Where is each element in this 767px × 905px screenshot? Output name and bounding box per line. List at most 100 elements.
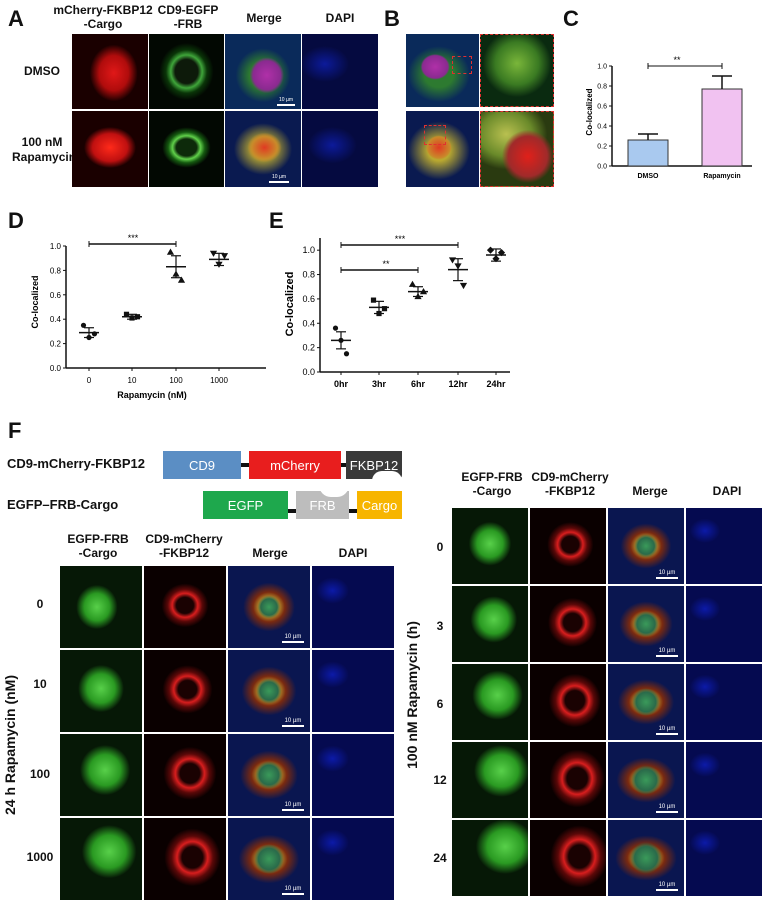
data-point [86, 334, 92, 341]
data-point [177, 276, 186, 283]
micrograph-merge-rapamycin-b [406, 111, 479, 187]
micrograph-mcherry [530, 742, 606, 818]
micrograph-egfp [452, 820, 528, 896]
bar [627, 139, 669, 167]
x-tick-label: 100 [169, 376, 183, 385]
y-tick-label: 0.6 [597, 104, 607, 111]
data-point [338, 337, 344, 343]
y-tick-label: 0.0 [50, 364, 62, 373]
scale-bar: 10 µm [656, 804, 678, 813]
right-axis-label: 100 nM Rapamycin (h) [404, 621, 420, 769]
row-label: 24 [433, 851, 447, 865]
micrograph-merge: 10 µm [608, 664, 684, 740]
chart-c-ylabel: Co-localized [585, 88, 594, 135]
scale-bar: 10 µm [656, 726, 678, 735]
y-tick-label: 0.4 [50, 315, 62, 324]
construct1-name: CD9-mCherry-FKBP12 [7, 456, 145, 471]
micrograph-mcherry-rapamycin [72, 111, 148, 187]
y-tick-label: 0.0 [302, 367, 315, 377]
x-tick-label: 10 [128, 376, 137, 385]
zoom-box [424, 125, 446, 145]
scale-bar: 10 µm [656, 570, 678, 579]
micrograph-merge-dmso: 10 µm [225, 34, 301, 109]
micrograph-merge: 10 µm [608, 742, 684, 818]
scale-bar: 10 µm [282, 634, 304, 643]
micrograph-merge: 10 µm [608, 508, 684, 584]
micrograph-dapi [686, 742, 762, 818]
data-point [172, 270, 180, 277]
micrograph-merge-rapamycin: 10 µm [225, 111, 301, 187]
construct2-name: EGFP–FRB-Cargo [7, 497, 119, 512]
micrograph-mcherry [144, 566, 226, 648]
data-point [209, 250, 218, 257]
y-tick-label: 0.6 [302, 294, 315, 304]
y-tick-label: 0.4 [597, 124, 607, 131]
row-label: 0 [36, 597, 44, 611]
data-point [448, 257, 457, 264]
micrograph-dapi [686, 664, 762, 740]
micrograph-dapi-rapamycin [302, 111, 378, 187]
panel-label-f: F [8, 418, 22, 443]
micrograph-dapi [312, 650, 394, 732]
y-tick-label: 0.2 [302, 343, 315, 353]
y-tick-label: 0.4 [302, 318, 315, 328]
scale-bar-label: 10 µm [658, 882, 676, 888]
y-tick-label: 1.0 [597, 64, 607, 71]
y-tick-label: 0.0 [597, 164, 607, 171]
frb-notch [319, 485, 349, 497]
x-tick-label: 6hr [411, 379, 426, 389]
micrograph-dapi [686, 508, 762, 584]
col-header: Merge [246, 11, 282, 25]
data-point [123, 311, 130, 317]
chart-e-significance-2: ** [382, 259, 390, 269]
col-header: DAPI [338, 546, 368, 560]
micrograph-mcherry-dmso [72, 34, 148, 109]
row-label: 6 [436, 697, 444, 711]
col-header: CD9-mCherry -FKBP12 [531, 470, 609, 498]
y-tick-label: 0.8 [597, 84, 607, 91]
micrograph-mcherry [144, 818, 226, 900]
row-label: 3 [436, 619, 444, 633]
col-header: mCherry-FKBP12 -Cargo [53, 3, 153, 31]
micrograph-egfp-dmso [149, 34, 224, 109]
micrograph-egfp [60, 566, 142, 648]
row-label: 1000 [26, 850, 54, 864]
micrograph-mcherry [530, 664, 606, 740]
micrograph-dapi [312, 734, 394, 816]
micrograph-merge: 10 µm [228, 734, 310, 816]
data-point [332, 325, 339, 331]
scale-bar-label: 10 µm [658, 804, 676, 810]
row-label: 0 [436, 540, 444, 554]
chart-e: 0.0 0.2 0.4 0.6 0.8 1.0 0hr 3hr 6hr 12hr 24hr Co-l… [284, 234, 510, 389]
data-point [215, 261, 223, 268]
fkbp12-notch [372, 471, 402, 481]
micrograph-egfp [60, 734, 142, 816]
col-header: CD9-EGFP -FRB [157, 3, 219, 31]
row-label: 100 [29, 767, 51, 781]
y-tick-label: 1.0 [302, 245, 315, 255]
chart-c-significance: ** [673, 55, 681, 65]
zoom-box [452, 56, 472, 74]
scale-bar: 10 µm [269, 174, 289, 183]
y-tick-label: 1.0 [50, 242, 62, 251]
panel-label-e: E [269, 208, 284, 233]
row-label: 12 [433, 773, 447, 787]
y-tick-label: 0.2 [50, 340, 62, 349]
left-axis-label: 24 h Rapamycin (nM) [2, 674, 18, 816]
panel-label-d: D [8, 208, 24, 233]
x-tick-label: Rapamycin [703, 173, 740, 180]
panel-label-b: B [384, 6, 400, 31]
data-point [220, 253, 229, 260]
scale-bar-label: 10 µm [284, 718, 302, 724]
construct2-part-cargo: Cargo [357, 491, 402, 519]
micrograph-egfp [452, 586, 528, 662]
micrograph-zoom-rapamycin [480, 111, 554, 187]
x-tick-label: 0hr [334, 379, 349, 389]
micrograph-dapi [312, 818, 394, 900]
data-point [91, 331, 98, 337]
construct1-part-mcherry: mCherry [249, 451, 341, 479]
scale-bar: 10 µm [282, 802, 304, 811]
scale-bar: 10 µm [656, 882, 678, 891]
data-point [419, 288, 428, 295]
micrograph-merge: 10 µm [228, 650, 310, 732]
